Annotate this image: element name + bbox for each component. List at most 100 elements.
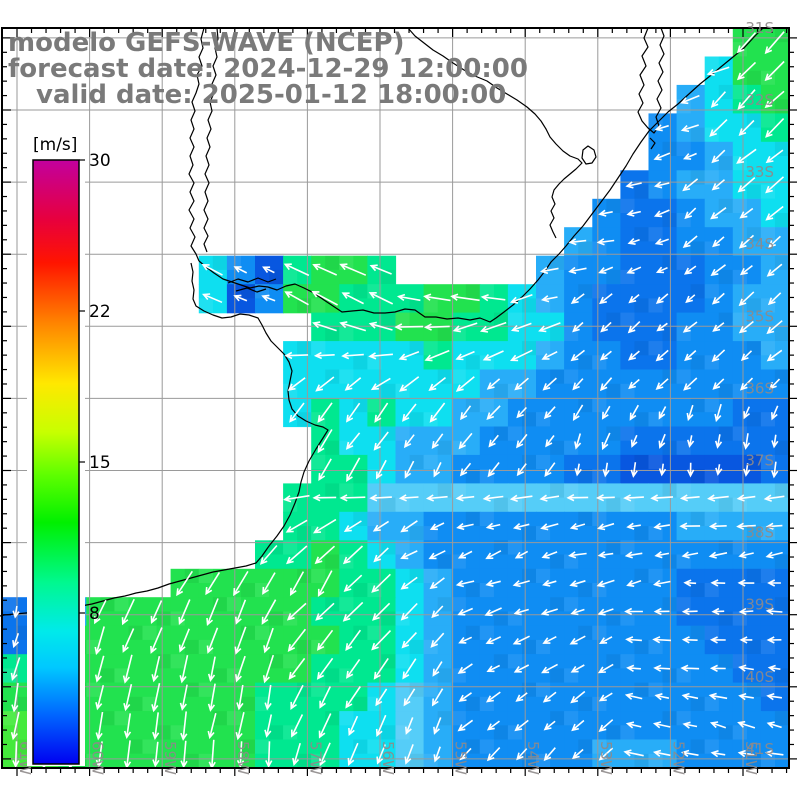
wind-arrow — [628, 350, 640, 361]
sea-cell-shade — [746, 753, 761, 768]
wind-arrow — [738, 119, 755, 136]
wind-arrow — [284, 291, 309, 306]
wind-arrow — [178, 599, 191, 626]
wind-arrow — [679, 494, 700, 502]
sea-cell-shade — [634, 412, 649, 427]
sea-cell-shade — [184, 753, 199, 768]
sea-cell-shade — [367, 284, 382, 299]
wind-arrow — [709, 119, 728, 137]
wind-arrow — [572, 404, 584, 422]
wind-arrow — [738, 234, 755, 249]
sea-cell-shade — [662, 440, 677, 455]
wind-arrow — [658, 406, 667, 420]
wind-arrow — [430, 632, 445, 648]
sea-cell-shade — [522, 341, 537, 356]
wind-arrow — [623, 494, 644, 502]
sea-cell-shade — [592, 398, 607, 413]
wind-arrow — [458, 432, 473, 450]
wind-arrow — [371, 573, 391, 593]
sea-cell-shade — [339, 326, 354, 341]
wind-arrow — [710, 207, 727, 220]
sea-cell-shade — [578, 241, 593, 256]
wind-arrow — [372, 602, 391, 621]
coastline-path — [198, 27, 764, 323]
wind-arrow — [455, 580, 475, 588]
wind-arrow — [771, 434, 779, 449]
sea-cell-shade — [409, 298, 424, 313]
wind-arrow — [765, 176, 785, 194]
wind-arrow — [236, 741, 245, 768]
sea-cell-shade — [353, 355, 368, 370]
wind-arrow — [683, 377, 698, 391]
wind-arrow — [455, 350, 475, 361]
sea-cell-shade — [634, 526, 649, 541]
sea-cell-shade — [255, 739, 270, 754]
sea-cell-shade — [451, 554, 466, 569]
sea-cell-shade — [170, 611, 185, 626]
wind-arrow — [682, 235, 698, 249]
wind-arrow — [766, 320, 783, 335]
wind-arrow — [264, 714, 273, 738]
wind-arrow — [740, 350, 753, 362]
wind-arrow — [285, 519, 308, 533]
wind-arrow — [571, 719, 585, 732]
longitude-label: 57W — [306, 741, 324, 775]
wind-arrow — [487, 462, 500, 478]
wind-arrow — [513, 608, 529, 616]
sea-cell-shade — [620, 198, 635, 213]
wind-arrow — [396, 293, 421, 302]
latitude-label: 37S — [745, 452, 774, 470]
wind-arrow — [597, 551, 614, 559]
longitude-label: 58W — [234, 741, 252, 775]
wind-arrow — [286, 602, 307, 621]
wind-arrow — [459, 462, 472, 477]
wind-arrow — [708, 551, 728, 559]
sea-cell-shade — [550, 255, 565, 270]
sea-cell-shade — [578, 511, 593, 526]
wind-arrow — [681, 636, 698, 644]
wind-arrow — [652, 721, 671, 729]
wind-arrow — [626, 266, 642, 274]
wind-arrow — [514, 550, 529, 559]
wind-arrow — [402, 658, 417, 680]
wind-arrow — [596, 494, 615, 502]
wind-arrow — [737, 579, 755, 587]
sea-cell-shade — [634, 753, 649, 768]
sea-cell-shade — [493, 383, 508, 398]
sea-cell-shade — [718, 725, 733, 740]
sea-cell-shade — [507, 654, 522, 669]
wind-arrow — [398, 494, 419, 502]
sea-cell-shade — [550, 483, 565, 498]
sea-cell-shade — [16, 696, 31, 711]
sea-cell-shade — [760, 568, 775, 583]
sea-cell-shade — [690, 469, 705, 484]
sea-cell-shade — [662, 597, 677, 612]
sea-cell-shade — [606, 383, 621, 398]
sea-cell-shade — [606, 611, 621, 626]
wind-arrow — [288, 657, 306, 680]
wind-arrow — [767, 579, 781, 587]
wind-arrow — [569, 635, 586, 645]
wind-arrow — [482, 494, 504, 502]
sea-cell-shade — [240, 739, 255, 754]
sea-cell-shade — [367, 469, 382, 484]
wind-arrow — [433, 462, 442, 478]
wind-arrow — [315, 602, 335, 621]
wind-arrow — [345, 686, 361, 709]
sea-cell-shade — [451, 369, 466, 384]
wind-arrow — [655, 378, 669, 390]
wind-arrow — [486, 405, 501, 420]
sea-cell-shade — [648, 227, 663, 242]
wind-arrow — [180, 740, 188, 768]
wind-arrow — [765, 205, 784, 221]
wind-arrow — [512, 635, 530, 645]
wind-arrow — [312, 263, 338, 276]
wind-arrow — [317, 429, 333, 454]
sea-cell-shade — [676, 141, 691, 156]
sea-cell-shade — [676, 668, 691, 683]
sea-cell-shade — [297, 298, 312, 313]
wind-arrow — [569, 523, 586, 530]
wind-arrow — [150, 627, 163, 654]
wind-arrow — [343, 520, 362, 533]
